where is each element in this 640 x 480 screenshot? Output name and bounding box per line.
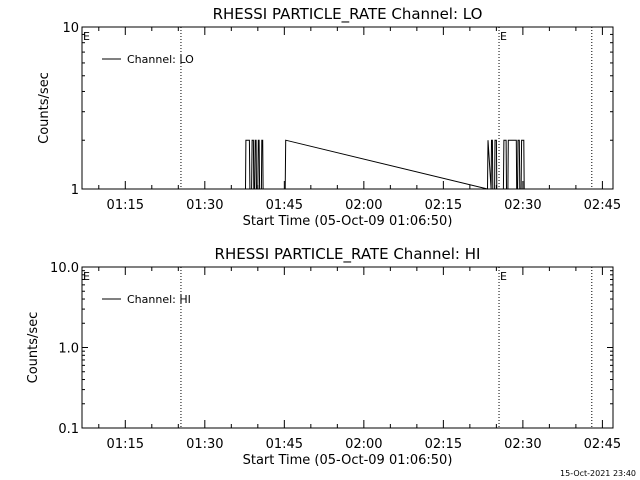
- x-tick-label: 02:30: [504, 437, 541, 452]
- legend-label: Channel: LO: [127, 53, 194, 66]
- legend-label: Channel: HI: [127, 293, 191, 306]
- x-tick-label: 01:45: [266, 437, 303, 452]
- y-axis-label: Counts/sec: [37, 72, 52, 144]
- y-tick-label: 0.1: [58, 422, 79, 437]
- chart-panel-1: RHESSI PARTICLE_RATE Channel: LO Counts/s…: [37, 5, 621, 229]
- x-axis-label: Start Time (05-Oct-09 01:06:50): [243, 214, 453, 229]
- chart-title: RHESSI PARTICLE_RATE Channel: LO: [213, 5, 483, 24]
- footer-timestamp: 15-Oct-2021 23:40: [560, 469, 636, 478]
- event-marker-label: E: [500, 30, 507, 43]
- y-axis-label: Counts/sec: [26, 312, 41, 384]
- x-tick-label: 02:15: [425, 198, 462, 213]
- x-tick-label: 02:30: [504, 198, 541, 213]
- event-marker-label: E: [83, 270, 90, 283]
- x-axis-label: Start Time (05-Oct-09 01:06:50): [243, 453, 453, 468]
- y-tick-label: 10.0: [50, 261, 79, 276]
- y-tick-label: 1.0: [58, 342, 79, 357]
- x-tick-label: 02:45: [584, 437, 621, 452]
- x-tick-label: 01:45: [266, 198, 303, 213]
- chart-panel-2: RHESSI PARTICLE_RATE Channel: HI Counts/s…: [26, 245, 621, 468]
- plot-frame: [81, 26, 614, 190]
- series-line-1: [245, 139, 525, 190]
- chart-title: RHESSI PARTICLE_RATE Channel: HI: [215, 245, 481, 264]
- y-tick-label: 1: [71, 183, 79, 198]
- x-tick-label: 02:00: [345, 437, 382, 452]
- event-marker-label: E: [83, 30, 90, 43]
- x-tick-label: 01:30: [186, 198, 223, 213]
- x-tick-label: 02:45: [584, 198, 621, 213]
- x-tick-label: 01:30: [186, 437, 223, 452]
- x-tick-label: 01:15: [107, 437, 144, 452]
- x-tick-label: 02:15: [425, 437, 462, 452]
- x-tick-label: 01:15: [107, 198, 144, 213]
- y-tick-label: 10: [62, 21, 79, 36]
- event-marker-label: E: [500, 270, 507, 283]
- x-tick-label: 02:00: [345, 198, 382, 213]
- plot-frame: [81, 266, 614, 429]
